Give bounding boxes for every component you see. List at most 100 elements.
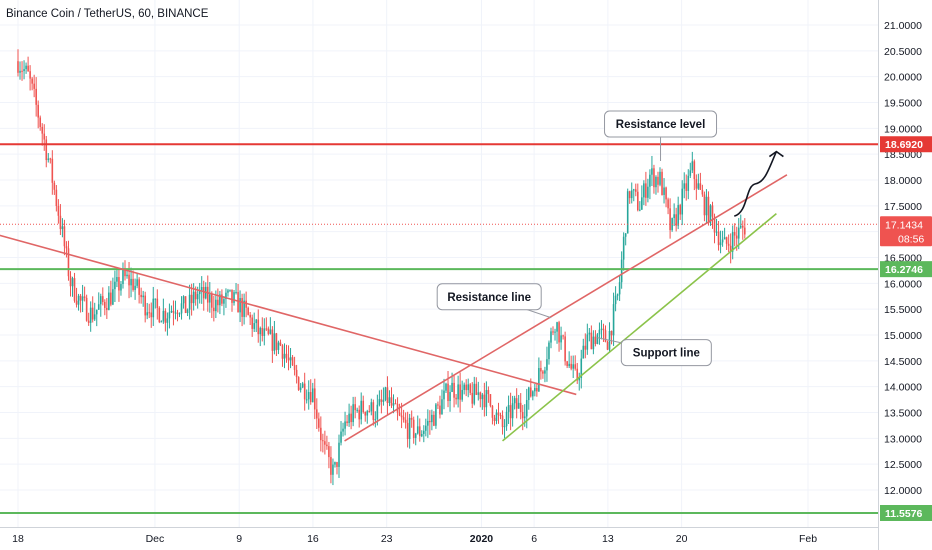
candle-body — [491, 405, 494, 418]
resistance-level-callout[interactable]: Resistance level — [604, 110, 718, 161]
candle — [481, 392, 484, 410]
candle — [578, 372, 581, 391]
candle-body — [675, 214, 677, 226]
candle-body — [73, 278, 76, 301]
candle-body — [536, 387, 538, 392]
candle — [647, 178, 649, 203]
candle — [634, 183, 637, 197]
support-line-callout[interactable]: Support line — [597, 337, 712, 367]
candle — [85, 294, 88, 322]
candle — [75, 287, 78, 308]
candle — [289, 348, 292, 369]
candle-body — [114, 281, 116, 290]
projection-arrow[interactable] — [733, 150, 784, 217]
candle — [358, 405, 360, 428]
price-tag — [880, 505, 932, 521]
candle — [213, 295, 215, 322]
candle-body — [320, 427, 322, 441]
candle-body — [17, 61, 19, 73]
price-axis[interactable]: 12.0000 12.5000 13.0000 13.5000 14.0000 14.50… — [884, 20, 922, 497]
candle-body — [717, 231, 720, 246]
candle-body — [21, 70, 23, 72]
candle — [544, 366, 546, 383]
candle-body — [600, 328, 603, 330]
candle — [281, 344, 284, 367]
candle — [158, 306, 161, 324]
candle — [231, 289, 233, 312]
candle-body — [162, 310, 165, 322]
candle — [192, 283, 195, 311]
candle-body — [291, 357, 294, 366]
candle-body — [19, 70, 21, 73]
candle — [227, 288, 229, 297]
candle — [219, 290, 221, 315]
candle — [31, 77, 33, 91]
downtrend-line[interactable] — [0, 232, 577, 396]
y-tick-label: 20.5000 — [884, 46, 922, 58]
symbol-title: Binance Coin / TetherUS, 60, BINANCE — [6, 8, 209, 20]
candle-body — [225, 292, 227, 300]
candle — [206, 275, 209, 312]
candle — [370, 398, 373, 416]
candle — [727, 234, 730, 253]
candle — [253, 312, 256, 333]
candle — [336, 461, 338, 475]
support-trend-line[interactable] — [502, 212, 777, 442]
candle-body — [348, 413, 350, 424]
candle — [43, 124, 46, 151]
projection-arrow-path[interactable] — [733, 151, 778, 217]
candle-body — [618, 282, 621, 295]
candle-body — [356, 409, 358, 411]
candle-body — [313, 388, 316, 410]
candle — [509, 392, 512, 431]
resistance-trend-line[interactable] — [344, 174, 788, 442]
candle-body — [534, 387, 536, 392]
price-tag-label: 18.6920 — [885, 139, 923, 151]
candle — [653, 164, 655, 194]
candle-body — [737, 227, 740, 239]
candle-body — [318, 418, 320, 428]
candle-body — [406, 422, 409, 440]
candle — [659, 167, 661, 187]
candle-body — [572, 364, 574, 369]
candle — [380, 389, 383, 414]
candle-body — [79, 295, 82, 301]
candle — [600, 320, 603, 340]
candle — [71, 276, 74, 297]
candle-body — [443, 390, 445, 400]
candle — [114, 270, 116, 302]
candle — [677, 196, 679, 230]
candle-body — [368, 411, 371, 413]
candle-body — [739, 225, 742, 228]
candle — [461, 380, 463, 402]
candle — [414, 432, 417, 446]
candle-body — [83, 296, 86, 298]
candle — [495, 409, 498, 425]
candle-body — [703, 194, 706, 216]
candle-body — [67, 248, 70, 277]
candle — [554, 328, 556, 341]
trend-lines[interactable] — [0, 174, 788, 442]
time-axis[interactable]: 18 Dec 9 16 23 2020 6 13 20 Feb — [12, 533, 817, 545]
candle-body — [33, 83, 35, 89]
candle — [110, 280, 112, 307]
resistance-line-callout[interactable]: Resistance line — [436, 283, 552, 319]
candle-body — [546, 359, 548, 371]
candle — [366, 409, 369, 424]
candle — [445, 382, 447, 393]
candle-body — [437, 404, 439, 406]
candle-body — [253, 323, 256, 329]
horizontal-levels[interactable] — [0, 143, 878, 514]
candle-body — [263, 328, 266, 336]
candle — [311, 382, 314, 403]
candle — [17, 49, 19, 77]
candle — [384, 386, 387, 402]
candle — [249, 312, 251, 326]
candle-body — [697, 183, 700, 189]
x-tick-label: 2020 — [470, 533, 494, 545]
candle — [505, 406, 508, 431]
annotations[interactable]: Resistance level Resistance line Support l… — [436, 110, 718, 367]
candle-body — [683, 183, 686, 189]
candle — [309, 379, 312, 405]
